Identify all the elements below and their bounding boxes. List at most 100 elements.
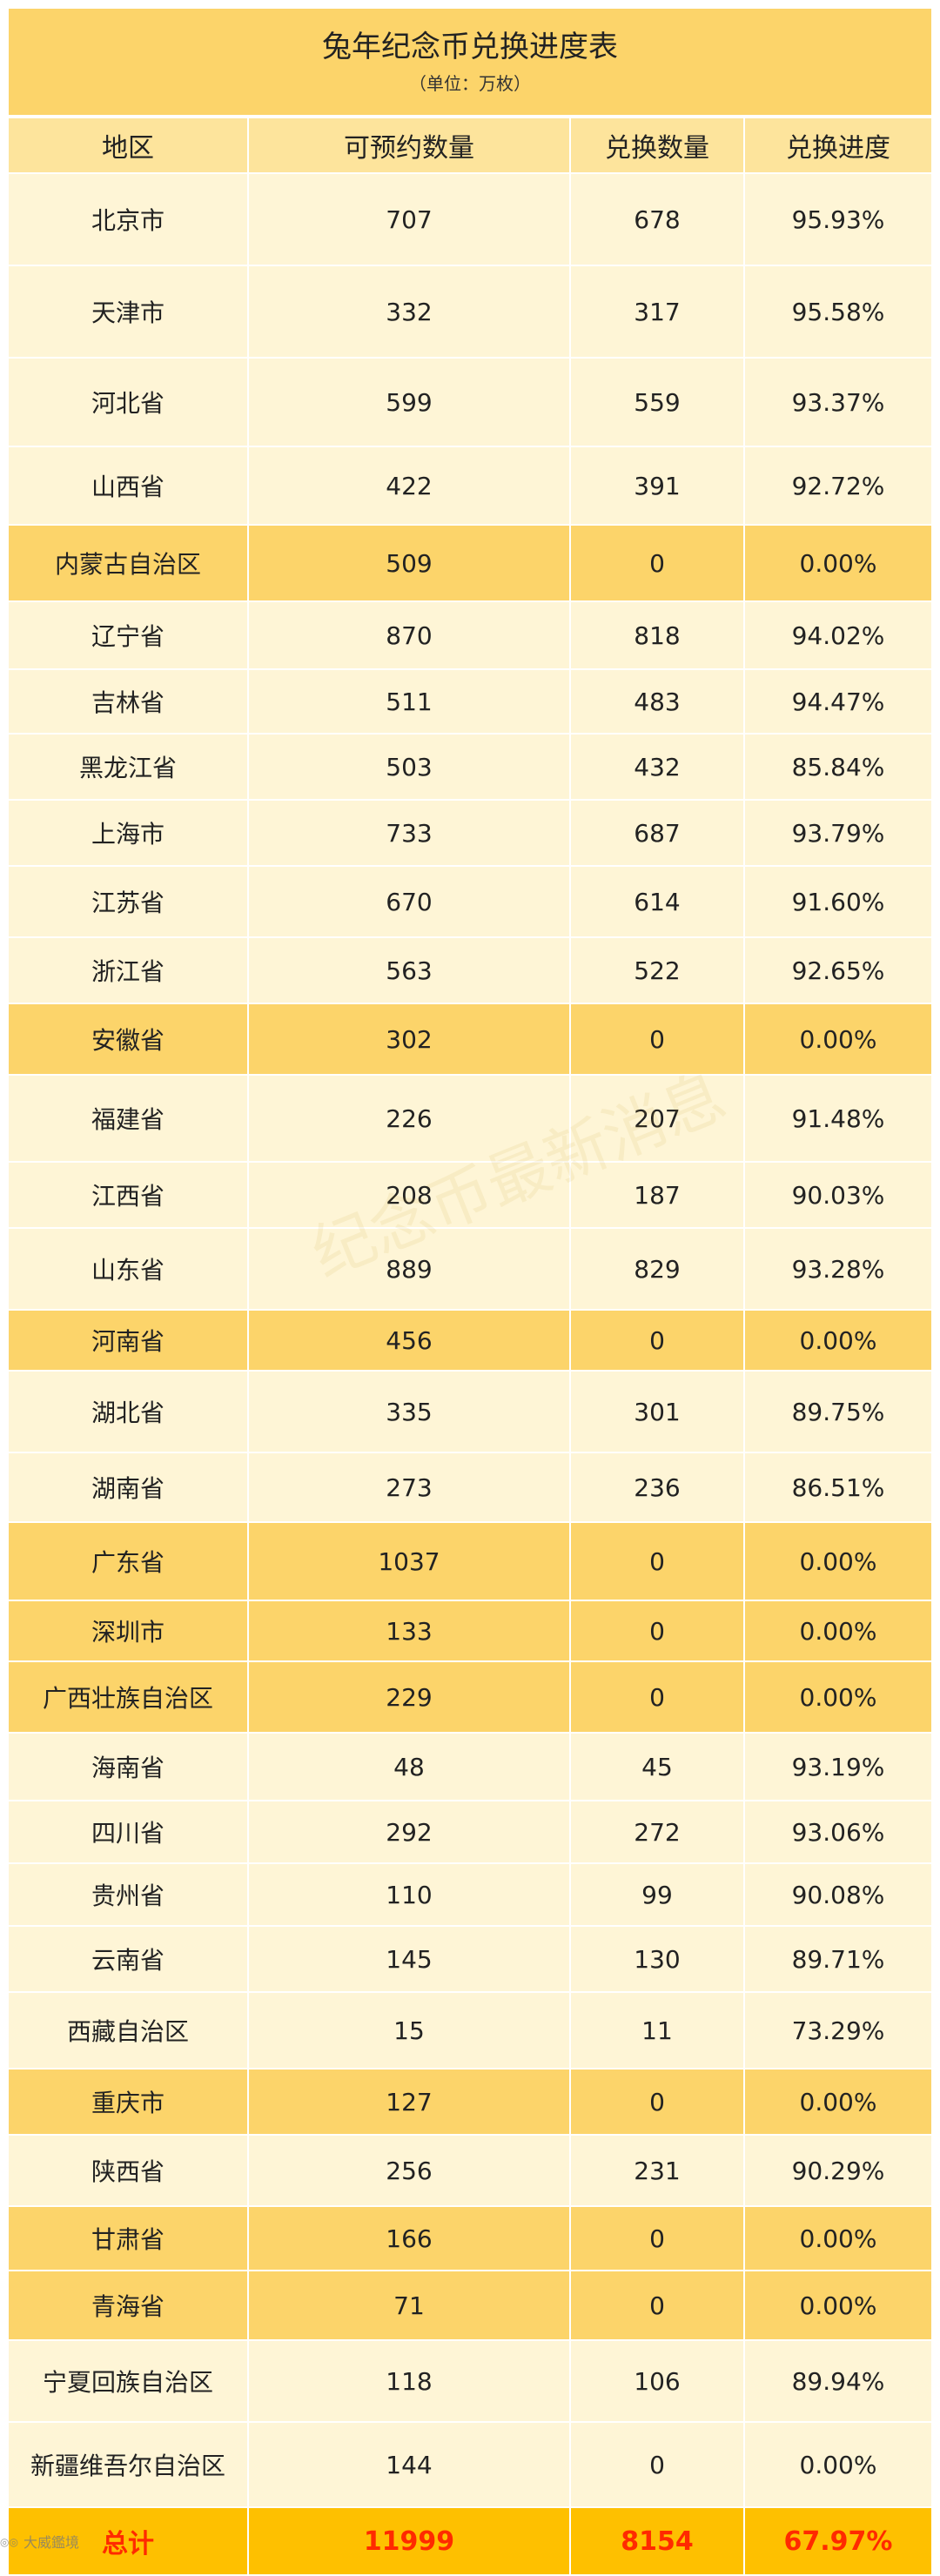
cell-exchanged: 0 [571, 526, 745, 602]
header-progress: 兑换进度 [745, 118, 931, 174]
cell-exchanged: 0 [571, 1004, 745, 1076]
cell-progress: 86.51% [745, 1453, 931, 1523]
cell-reservable: 707 [249, 174, 571, 266]
table-row: 河北省 599 559 93.37% [9, 359, 931, 447]
cell-reservable: 144 [249, 2423, 571, 2508]
cell-exchanged: 678 [571, 174, 745, 266]
cell-region: 吉林省 [9, 670, 249, 735]
cell-reservable: 48 [249, 1734, 571, 1801]
table-row: 辽宁省 870 818 94.02% [9, 602, 931, 670]
table-row: 浙江省 563 522 92.65% [9, 938, 931, 1004]
cell-region: 江西省 [9, 1163, 249, 1229]
cell-region: 四川省 [9, 1801, 249, 1864]
cell-reservable: 332 [249, 266, 571, 359]
cell-region: 内蒙古自治区 [9, 526, 249, 602]
table-row: 江西省 208 187 90.03% [9, 1163, 931, 1229]
cell-exchanged: 0 [571, 2423, 745, 2508]
cell-exchanged: 559 [571, 359, 745, 447]
table-row: 四川省 292 272 93.06% [9, 1801, 931, 1864]
cell-reservable: 509 [249, 526, 571, 602]
cell-exchanged: 0 [571, 1662, 745, 1734]
cell-progress: 90.29% [745, 2136, 931, 2207]
table-row: 云南省 145 130 89.71% [9, 1927, 931, 1993]
cell-progress: 92.72% [745, 447, 931, 526]
cell-region: 广东省 [9, 1523, 249, 1601]
cell-region: 福建省 [9, 1076, 249, 1163]
page-title: 兔年纪念币兑换进度表 [322, 30, 618, 64]
cell-reservable: 422 [249, 447, 571, 526]
progress-table-sheet: 兔年纪念币兑换进度表 （单位：万枚） 地区 可预约数量 兑换数量 兑换进度 北京… [9, 9, 931, 2576]
cell-region: 河南省 [9, 1311, 249, 1372]
cell-reservable: 145 [249, 1927, 571, 1993]
table-row: 河南省 456 0 0.00% [9, 1311, 931, 1372]
table-row: 山东省 889 829 93.28% [9, 1229, 931, 1311]
header-exchanged: 兑换数量 [571, 118, 745, 174]
cell-exchanged: 45 [571, 1734, 745, 1801]
cell-region: 湖南省 [9, 1453, 249, 1523]
table-row: 重庆市 127 0 0.00% [9, 2070, 931, 2136]
cell-exchanged: 483 [571, 670, 745, 735]
cell-progress: 94.02% [745, 602, 931, 670]
header-region: 地区 [9, 118, 249, 174]
table-row: 天津市 332 317 95.58% [9, 266, 931, 359]
table-row: 江苏省 670 614 91.60% [9, 867, 931, 938]
table-row: 青海省 71 0 0.00% [9, 2271, 931, 2341]
cell-reservable: 133 [249, 1601, 571, 1662]
cell-region: 新疆维吾尔自治区 [9, 2423, 249, 2508]
footer-logo: ◎◎ 大威鑑境 [0, 2532, 79, 2551]
title-block: 兔年纪念币兑换进度表 （单位：万枚） [9, 9, 931, 115]
cell-exchanged: 0 [571, 1601, 745, 1662]
cell-progress: 89.71% [745, 1927, 931, 1993]
total-exchanged: 8154 [571, 2508, 745, 2576]
cell-exchanged: 272 [571, 1801, 745, 1864]
table-body: 北京市 707 678 95.93% 天津市 332 317 95.58% 河北省 599 559 9… [9, 174, 931, 2576]
cell-progress: 85.84% [745, 735, 931, 801]
cell-progress: 89.94% [745, 2341, 931, 2423]
cell-exchanged: 236 [571, 1453, 745, 1523]
cell-exchanged: 0 [571, 2070, 745, 2136]
cell-exchanged: 207 [571, 1076, 745, 1163]
cell-region: 安徽省 [9, 1004, 249, 1076]
cell-region: 云南省 [9, 1927, 249, 1993]
cell-region: 陕西省 [9, 2136, 249, 2207]
cell-progress: 0.00% [745, 1662, 931, 1734]
cell-region: 天津市 [9, 266, 249, 359]
cell-progress: 93.19% [745, 1734, 931, 1801]
table-row: 黑龙江省 503 432 85.84% [9, 735, 931, 801]
cell-region: 辽宁省 [9, 602, 249, 670]
cell-region: 海南省 [9, 1734, 249, 1801]
table-row: 湖南省 273 236 86.51% [9, 1453, 931, 1523]
cell-region: 河北省 [9, 359, 249, 447]
cell-progress: 91.60% [745, 867, 931, 938]
table-row: 吉林省 511 483 94.47% [9, 670, 931, 735]
cell-region: 宁夏回族自治区 [9, 2341, 249, 2423]
total-reservable: 11999 [249, 2508, 571, 2576]
table-row: 贵州省 110 99 90.08% [9, 1864, 931, 1927]
table-row: 广西壮族自治区 229 0 0.00% [9, 1662, 931, 1734]
cell-reservable: 127 [249, 2070, 571, 2136]
cell-exchanged: 432 [571, 735, 745, 801]
cell-reservable: 511 [249, 670, 571, 735]
cell-reservable: 292 [249, 1801, 571, 1864]
table-row: 甘肃省 166 0 0.00% [9, 2207, 931, 2271]
footer-logo-text: 大威鑑境 [23, 2534, 79, 2551]
table-row: 新疆维吾尔自治区 144 0 0.00% [9, 2423, 931, 2508]
table-row: 福建省 226 207 91.48% [9, 1076, 931, 1163]
cell-reservable: 1037 [249, 1523, 571, 1601]
cell-region: 山西省 [9, 447, 249, 526]
cell-reservable: 335 [249, 1372, 571, 1453]
table-row: 深圳市 133 0 0.00% [9, 1601, 931, 1662]
cell-progress: 91.48% [745, 1076, 931, 1163]
total-progress: 67.97% [745, 2508, 931, 2576]
cell-progress: 0.00% [745, 1004, 931, 1076]
cell-reservable: 302 [249, 1004, 571, 1076]
cell-region: 江苏省 [9, 867, 249, 938]
cell-reservable: 166 [249, 2207, 571, 2271]
table-row: 湖北省 335 301 89.75% [9, 1372, 931, 1453]
cell-progress: 0.00% [745, 2207, 931, 2271]
cell-reservable: 889 [249, 1229, 571, 1311]
cell-region: 深圳市 [9, 1601, 249, 1662]
cell-reservable: 226 [249, 1076, 571, 1163]
cell-region: 青海省 [9, 2271, 249, 2341]
cell-reservable: 229 [249, 1662, 571, 1734]
